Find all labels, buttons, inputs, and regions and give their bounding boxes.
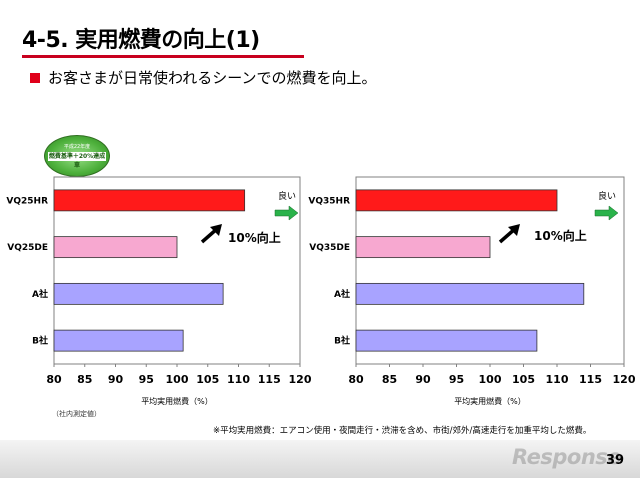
improvement-annotation: 10%向上 xyxy=(534,228,587,243)
bar-3 xyxy=(355,282,585,305)
x-tick-label: 85 xyxy=(382,373,397,386)
chart-right: VQ35HR VQ35DE A社 B社 80 85 90 95 100 105 110 115 120 平… xyxy=(308,176,636,406)
chart-left: VQ25HR VQ25DE A社 B社 80 85 90 95 100 105 110 115 120 平… xyxy=(6,176,312,406)
bar-2 xyxy=(53,236,178,259)
category-label: VQ35HR xyxy=(308,196,350,206)
slide-title: 4-5. 実用燃費の向上(1) xyxy=(22,28,260,53)
x-tick-label: 120 xyxy=(289,373,312,386)
category-label: B社 xyxy=(32,335,48,347)
x-tick-label: 100 xyxy=(479,373,502,386)
category-label: A社 xyxy=(334,288,350,300)
bar-1 xyxy=(53,189,246,212)
footnote: ※平均実用燃費：エアコン使用・夜間走行・渋滞を含め、市街/郊外/高速走行を加重平… xyxy=(213,426,592,436)
footer-band xyxy=(0,440,640,478)
bar-1 xyxy=(355,189,558,212)
eco-badge-year: 平成22年度 xyxy=(63,144,91,150)
page-number: 39 xyxy=(606,453,625,468)
x-tick-label: 80 xyxy=(348,373,364,386)
category-label: B社 xyxy=(334,335,350,347)
measurement-note: （社内測定値） xyxy=(52,410,101,418)
x-axis-title: 平均実用燃費（%） xyxy=(141,396,213,406)
x-tick-label: 115 xyxy=(579,373,602,386)
good-label: 良い xyxy=(598,190,616,202)
x-tick-label: 110 xyxy=(227,373,250,386)
category-label: VQ35DE xyxy=(309,243,350,253)
eco-badge: 平成22年度 燃費基準＋20%達成車 xyxy=(44,135,110,177)
x-tick-label: 95 xyxy=(449,373,464,386)
eco-badge-text: 燃費基準＋20%達成車 xyxy=(48,152,106,169)
x-tick-label: 120 xyxy=(613,373,636,386)
x-tick-label: 95 xyxy=(139,373,154,386)
improvement-arrowhead-icon xyxy=(508,224,520,236)
improvement-arrowhead-icon xyxy=(210,224,222,236)
bar-4 xyxy=(53,329,184,352)
x-tick-label: 110 xyxy=(546,373,569,386)
bullet-line: お客さまが日常使われるシーンでの燃費を向上。 xyxy=(30,67,377,88)
improvement-annotation: 10%向上 xyxy=(228,230,281,245)
title-underline xyxy=(22,55,304,58)
bullet-text: お客さまが日常使われるシーンでの燃費を向上。 xyxy=(48,69,377,87)
category-label: VQ25HR xyxy=(6,196,48,206)
bar-3 xyxy=(53,282,224,305)
x-tick-label: 100 xyxy=(166,373,189,386)
x-axis-title: 平均実用燃費（%） xyxy=(454,396,526,406)
bullet-square-icon xyxy=(30,72,40,83)
good-direction-arrow-icon xyxy=(594,205,619,221)
category-label: A社 xyxy=(32,288,48,300)
bar-4 xyxy=(355,329,538,352)
x-tick-label: 105 xyxy=(196,373,219,386)
category-label: VQ25DE xyxy=(7,243,48,253)
x-tick-label: 115 xyxy=(258,373,281,386)
good-label: 良い xyxy=(278,190,296,202)
x-tick-label: 85 xyxy=(77,373,92,386)
x-tick-label: 90 xyxy=(108,373,124,386)
good-direction-arrow-icon xyxy=(274,205,299,221)
watermark-logo: Response xyxy=(512,445,622,469)
bar-2 xyxy=(355,236,491,259)
x-tick-label: 90 xyxy=(415,373,431,386)
x-tick-label: 80 xyxy=(46,373,62,386)
x-tick-label: 105 xyxy=(512,373,535,386)
